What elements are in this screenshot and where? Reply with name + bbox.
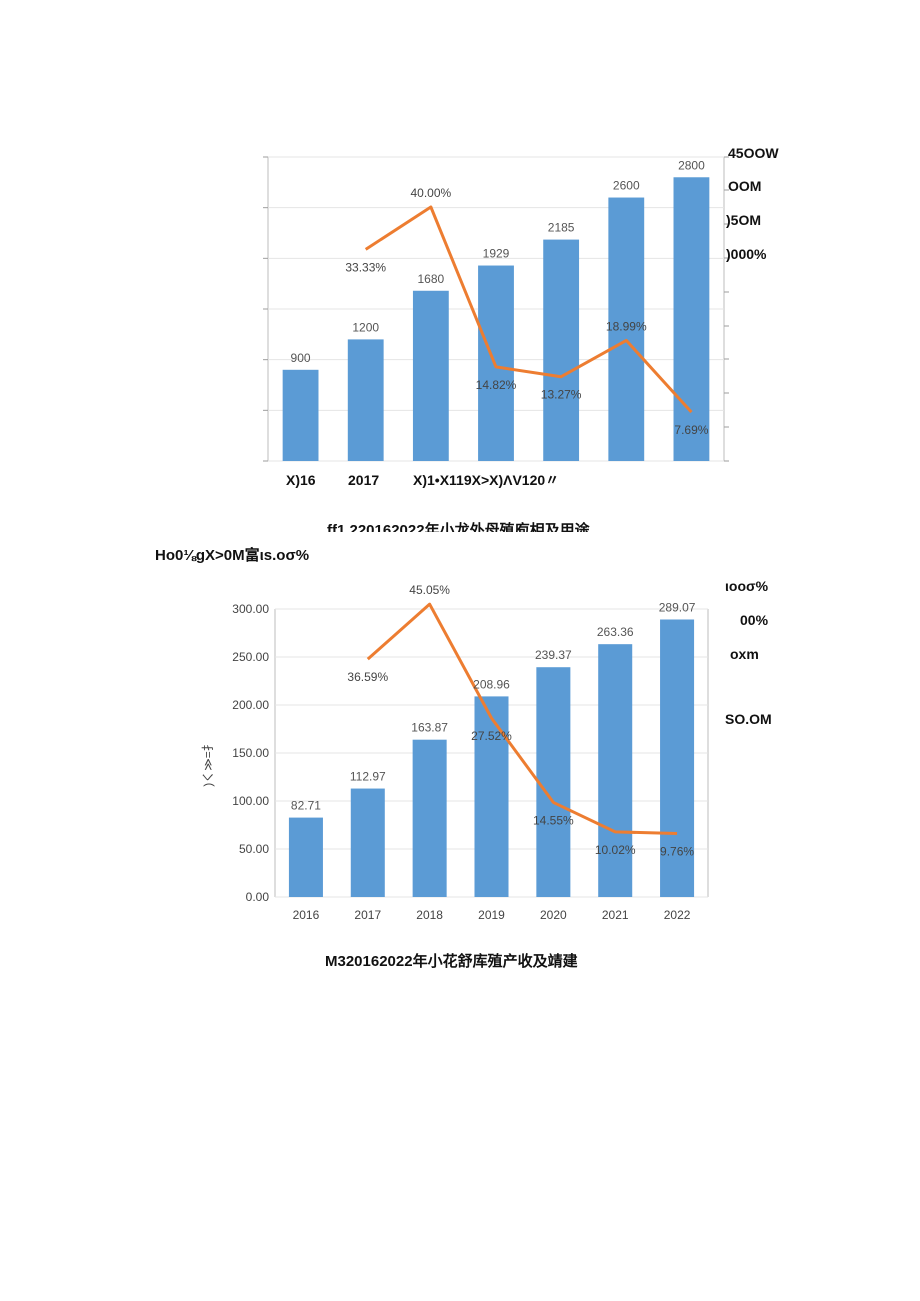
bar — [347, 339, 384, 461]
bar — [673, 177, 710, 461]
bar — [543, 239, 580, 461]
x-tick-label: 2017 — [354, 908, 381, 922]
bar-data-label: 82.71 — [291, 799, 321, 813]
y-tick-label: 250.00 — [232, 650, 269, 664]
y-tick-label: 300.00 — [232, 602, 269, 616]
x-tick-label: 2019 — [478, 908, 505, 922]
percent-data-label: 27.52% — [471, 729, 512, 743]
bar-data-label: 208.96 — [473, 677, 510, 691]
bar-data-label: 1200 — [352, 320, 379, 334]
y-tick-label: 50.00 — [239, 842, 269, 856]
y-tick-label: 150.00 — [232, 746, 269, 760]
bar — [536, 667, 571, 897]
bar-data-label: 289.07 — [659, 600, 696, 614]
x-tick-label: 2020 — [540, 908, 567, 922]
bar-data-label: 163.87 — [411, 721, 448, 735]
right-axis-label-1: 45OOW — [728, 145, 779, 161]
y-tick-label: 200.00 — [232, 698, 269, 712]
caption-chart-1: ff1.220162022年小龙外母殖庖相及用途 — [327, 522, 590, 532]
percent-data-label: 18.99% — [606, 319, 647, 333]
growth-rate-line — [364, 205, 693, 414]
x-tick-label-3: X)1•X119X>X)ΛV120〃 — [413, 472, 559, 488]
right-axis-label-2: 00% — [740, 612, 769, 628]
right-axis-label-4: SO.OM — [725, 711, 772, 727]
percent-data-label: 10.02% — [595, 843, 636, 857]
x-tick-label-2: 2017 — [348, 472, 379, 488]
chart-2: 0.00 50.00 100.00 150.00 200.00 250.00 300.00 8… — [201, 578, 772, 922]
x-tick-label: 2021 — [602, 908, 629, 922]
bar — [350, 788, 385, 897]
caption-between: Ho0⅛gX>0M富ιs.oσ% — [155, 547, 310, 564]
bar-data-label: 112.97 — [350, 770, 386, 784]
percent-data-label: 13.27% — [541, 388, 582, 402]
bar — [282, 369, 319, 461]
right-axis-label-2: OOM — [728, 178, 761, 194]
bar — [598, 644, 633, 897]
bar-data-label: 1680 — [418, 272, 445, 286]
bar-data-label: 263.36 — [597, 625, 634, 639]
percent-data-label: 9.76% — [660, 845, 694, 859]
caption-chart-2: M320162022年小花舒库殖产收及靖建 — [325, 953, 578, 970]
bar-data-label: 239.37 — [535, 648, 572, 662]
bar — [288, 817, 323, 897]
right-axis-label-3: oxm — [730, 646, 759, 662]
right-axis-label-1: ιooσ% — [725, 578, 769, 594]
y-axis-title: )く≫=扌 — [201, 739, 215, 787]
bar-data-label: 1929 — [483, 247, 510, 261]
percent-data-label: 14.82% — [476, 378, 517, 392]
y-tick-label: 100.00 — [232, 794, 269, 808]
right-axis-label-3: )5OM — [726, 212, 761, 228]
bar — [412, 290, 449, 461]
bar-data-label: 2800 — [678, 158, 705, 172]
percent-data-label: 36.59% — [347, 670, 388, 684]
y-tick-label: 0.00 — [246, 890, 270, 904]
percent-data-label: 33.33% — [345, 260, 386, 274]
x-tick-label: 2016 — [293, 908, 320, 922]
chart-1: 900 1200 33.33% 1680 40.00% 1929 14.82% 2185 13.… — [263, 145, 779, 488]
percent-data-label: 45.05% — [409, 583, 450, 597]
bar-data-label: 2600 — [613, 179, 640, 193]
bar — [412, 739, 447, 897]
percent-data-label: 40.00% — [411, 186, 452, 200]
bar-data-label: 2185 — [548, 221, 575, 235]
x-tick-label: 2022 — [664, 908, 691, 922]
right-axis-label-4: )000% — [726, 246, 767, 262]
bar-data-label: 900 — [291, 351, 311, 365]
bar — [660, 619, 695, 897]
percent-data-label: 7.69% — [674, 423, 708, 437]
x-tick-label-1: X)16 — [286, 472, 316, 488]
bar — [608, 197, 645, 461]
x-tick-label: 2018 — [416, 908, 443, 922]
percent-data-label: 14.55% — [533, 813, 574, 827]
growth-rate-line — [366, 602, 678, 836]
bar — [474, 696, 509, 897]
